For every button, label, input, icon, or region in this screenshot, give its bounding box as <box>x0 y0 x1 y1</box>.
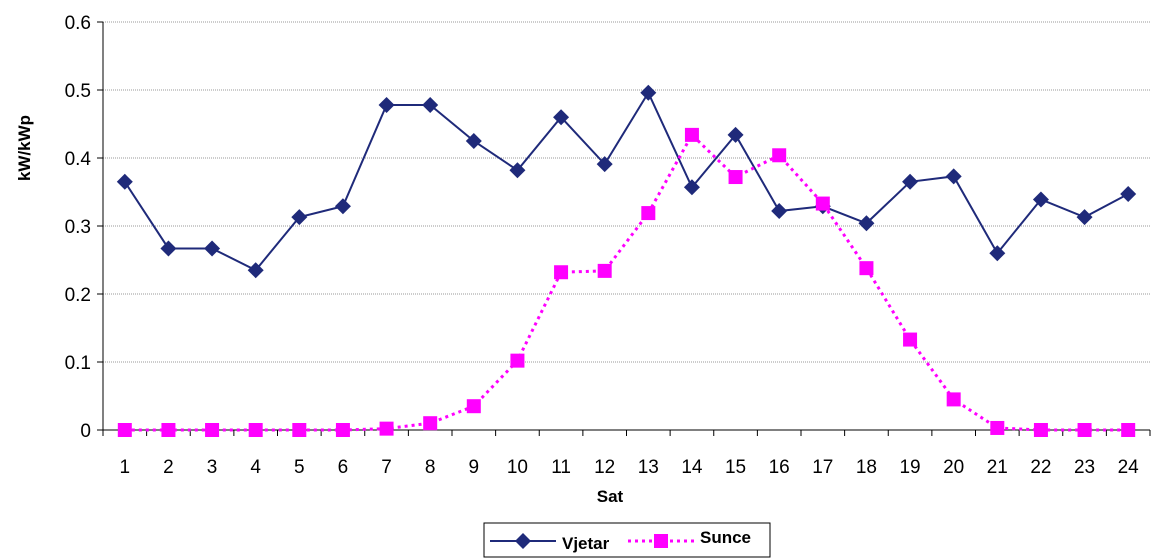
data-point <box>1121 423 1136 437</box>
x-tick-label: 6 <box>338 457 349 478</box>
data-point <box>902 173 919 190</box>
series-line <box>123 90 1129 272</box>
axes <box>97 21 1151 436</box>
y-tick-label: 0 <box>80 421 91 442</box>
y-tick-label: 0.2 <box>65 285 91 306</box>
data-point <box>728 170 743 185</box>
data-point <box>1120 186 1137 203</box>
data-point <box>859 261 874 276</box>
tick-labels: 00.10.20.30.40.50.61 2 3 4 5 6 7 8 9 10 11 12 13 14 15… <box>65 13 1140 478</box>
x-tick-label: 14 <box>681 457 703 478</box>
series-sunce <box>117 127 1136 437</box>
data-point <box>946 392 961 407</box>
data-point <box>116 173 133 190</box>
data-point <box>292 423 307 437</box>
x-tick-label: 24 <box>1118 457 1140 478</box>
x-tick-label: 3 <box>207 457 218 478</box>
data-point <box>379 421 394 436</box>
x-tick-label: 7 <box>381 457 392 478</box>
legend: Vjetar Sunce <box>483 522 771 558</box>
x-tick-label: 12 <box>594 457 615 478</box>
x-tick-label: 18 <box>856 457 877 478</box>
data-point <box>160 240 177 257</box>
legend-item-vjetar: Vjetar <box>490 533 610 553</box>
legend-marker <box>654 534 668 548</box>
x-tick-label: 10 <box>507 457 528 478</box>
data-point <box>815 196 830 211</box>
data-point <box>684 127 699 142</box>
data-point <box>553 109 570 126</box>
x-tick-label: 5 <box>294 457 305 478</box>
x-tick-label: 19 <box>899 457 920 478</box>
x-tick-label: 20 <box>943 457 964 478</box>
data-point <box>248 423 263 437</box>
data-point <box>335 423 350 437</box>
data-point <box>945 168 962 185</box>
data-point <box>641 206 656 221</box>
data-point <box>423 416 438 431</box>
data-point <box>117 423 132 437</box>
data-point <box>597 263 612 278</box>
data-point <box>989 245 1006 262</box>
data-point <box>1032 191 1049 208</box>
data-point <box>727 126 744 143</box>
x-tick-label: 11 <box>551 457 571 478</box>
data-point <box>247 262 264 279</box>
data-point <box>205 423 220 437</box>
data-point <box>378 96 395 113</box>
y-tick-label: 0.1 <box>65 353 91 374</box>
data-point <box>683 179 700 196</box>
y-axis-title: kW/kWp <box>15 115 34 181</box>
data-point <box>903 332 918 347</box>
gridlines <box>103 21 1150 363</box>
x-tick-label: 22 <box>1030 457 1051 478</box>
data-point <box>640 84 657 101</box>
data-point <box>510 353 525 368</box>
data-point <box>772 148 787 163</box>
x-tick-label: 8 <box>425 457 436 478</box>
data-point <box>204 240 221 257</box>
data-point <box>554 265 569 280</box>
legend-item-sunce: Sunce <box>628 528 751 548</box>
x-tick-label: 2 <box>163 457 174 478</box>
x-tick-label: 23 <box>1074 457 1095 478</box>
y-tick-label: 0.6 <box>65 13 91 34</box>
x-tick-label: 17 <box>812 457 833 478</box>
y-tick-label: 0.4 <box>65 149 92 170</box>
x-tick-label: 15 <box>725 457 746 478</box>
y-tick-label: 0.3 <box>65 217 91 238</box>
data-point <box>509 162 526 179</box>
x-tick-label: 16 <box>769 457 790 478</box>
x-tick-label: 4 <box>250 457 261 478</box>
x-axis-title: Sat <box>597 487 624 506</box>
data-point <box>466 399 481 414</box>
series-layer <box>116 84 1137 437</box>
data-point <box>1076 209 1093 226</box>
legend-label: Vjetar <box>562 534 610 553</box>
data-point <box>291 209 308 226</box>
data-point <box>1077 423 1092 437</box>
y-tick-label: 0.5 <box>65 81 91 102</box>
x-tick-label: 1 <box>120 457 131 478</box>
data-point <box>1033 423 1048 437</box>
x-tick-label: 9 <box>469 457 480 478</box>
data-point <box>422 96 439 113</box>
data-point <box>334 198 351 215</box>
data-point <box>771 203 788 220</box>
legend-marker <box>515 533 531 549</box>
data-point <box>858 215 875 232</box>
legend-label: Sunce <box>700 528 751 547</box>
series-vjetar <box>116 84 1137 279</box>
data-point <box>990 420 1005 435</box>
data-point <box>465 133 482 149</box>
series-line <box>124 132 1129 432</box>
data-point <box>596 156 613 173</box>
data-point <box>161 423 176 437</box>
x-tick-label: 21 <box>987 457 1008 478</box>
x-tick-label: 13 <box>638 457 659 478</box>
